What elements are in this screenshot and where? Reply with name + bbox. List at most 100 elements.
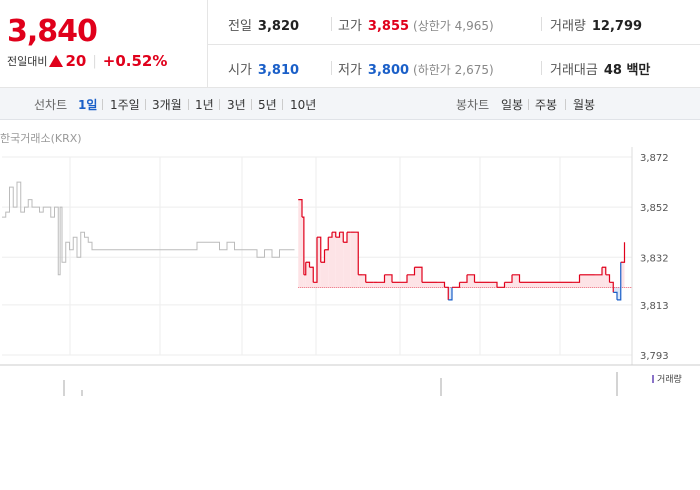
session-line <box>452 282 461 288</box>
tab-1day[interactable]: 1일 <box>78 98 98 112</box>
session-fill <box>579 274 587 288</box>
session-fill <box>519 282 527 288</box>
session-fill <box>343 242 347 288</box>
tab-3year[interactable]: 3년 <box>227 98 246 112</box>
session-line <box>324 237 329 251</box>
chart-tab-bar: 선차트 1일 1주일 3개월 1년 3년 5년 10년 봉차트 일봉 주봉 월봉 <box>0 88 700 120</box>
session-fill <box>392 282 400 288</box>
up-arrow-icon <box>49 55 64 67</box>
session-fill <box>407 274 415 288</box>
y-tick-label: 3,793 <box>640 351 669 362</box>
session-line <box>467 274 476 283</box>
low-price: 저가 3,800 (하한가 2,675) <box>338 63 494 78</box>
session-fill <box>594 274 602 288</box>
session-fill <box>467 274 475 288</box>
chart-series <box>2 181 632 301</box>
tab-1year[interactable]: 1년 <box>195 98 214 112</box>
session-line <box>504 274 513 283</box>
session-line <box>620 242 626 263</box>
y-tick-label: 3,872 <box>640 153 669 164</box>
session-fill <box>613 287 617 293</box>
tab-5year[interactable]: 5년 <box>258 98 277 112</box>
session-fill <box>335 237 340 288</box>
volume-legend-swatch <box>652 374 654 383</box>
session-line <box>313 237 318 283</box>
tab-10year[interactable]: 10년 <box>290 98 317 112</box>
volume-legend: 거래량 <box>652 372 682 385</box>
session-fill <box>504 282 512 288</box>
session-line <box>572 274 581 283</box>
quote-divider <box>208 44 700 45</box>
session-line <box>377 274 386 283</box>
session-fill <box>542 282 550 288</box>
trade-value: 거래대금 48 백만 <box>550 63 651 78</box>
session-fill <box>437 282 445 288</box>
price-box: 3,840 전일대비 20 | +0.52% <box>0 0 208 88</box>
session-fill <box>324 249 329 288</box>
prev-close: 전일 3,820 <box>228 19 300 34</box>
session-fill <box>328 237 332 288</box>
session-fill <box>399 282 407 288</box>
session-fill <box>298 199 302 288</box>
session-fill <box>309 267 314 288</box>
session-fill <box>365 282 370 288</box>
session-fill <box>564 282 572 288</box>
session-line <box>489 281 498 288</box>
session-line <box>414 266 423 283</box>
session-fill <box>620 262 625 288</box>
session-line <box>512 274 521 283</box>
session-line <box>448 287 453 301</box>
tab-1week[interactable]: 1주일 <box>110 98 140 112</box>
session-fill <box>339 232 344 288</box>
session-line <box>605 274 611 283</box>
current-price: 3,840 <box>7 14 98 49</box>
session-line <box>609 281 614 293</box>
session-fill <box>572 282 580 288</box>
session-fill <box>605 274 610 288</box>
y-axis-ticks: 3,872 3,852 3,832 3,813 3,793 <box>640 153 669 362</box>
session-fill <box>317 237 321 288</box>
chart-grid <box>0 147 700 366</box>
session-fill <box>377 282 385 288</box>
price-change: 전일대비 20 | +0.52% <box>7 52 167 70</box>
session-line <box>497 282 506 288</box>
session-fill <box>320 262 325 288</box>
session-line <box>328 232 333 238</box>
session-line <box>617 262 622 301</box>
session-fill <box>534 282 542 288</box>
pre-market-line <box>2 181 295 276</box>
volume-bars <box>63 372 618 396</box>
change-amount: 20 <box>65 52 87 70</box>
session-line <box>362 274 367 283</box>
session-fill <box>332 232 336 288</box>
session-fill <box>358 274 362 288</box>
session-fill <box>549 282 557 288</box>
session-fill <box>489 282 497 288</box>
session-fill <box>354 232 359 288</box>
tab-weekly[interactable]: 주봉 <box>535 98 558 112</box>
session-fill <box>303 274 306 288</box>
session-fill <box>313 282 317 288</box>
candle-chart-label: 봉차트 <box>456 98 490 112</box>
session-line <box>302 216 305 275</box>
session-fill <box>305 262 310 288</box>
session-line <box>437 281 446 288</box>
tab-3month[interactable]: 3개월 <box>152 98 182 112</box>
session-line <box>305 261 311 268</box>
session-line <box>332 231 337 238</box>
y-tick-label: 3,813 <box>640 301 669 312</box>
session-fill <box>414 267 422 288</box>
line-chart-label: 선차트 <box>34 98 68 112</box>
high-price: 고가 3,855 (상한가 4,965) <box>338 19 494 34</box>
tab-monthly[interactable]: 월봉 <box>573 98 596 112</box>
session-fill <box>373 282 377 288</box>
session-line <box>384 274 393 283</box>
open-price: 시가 3,810 <box>228 63 300 78</box>
session-line <box>613 291 618 300</box>
quote-panel: 3,840 전일대비 20 | +0.52% 전일 3,820 고가 3,855 (상… <box>0 0 700 88</box>
change-divider: | <box>92 53 97 69</box>
session-fill <box>482 282 490 288</box>
tab-daily[interactable]: 일봉 <box>501 98 524 112</box>
